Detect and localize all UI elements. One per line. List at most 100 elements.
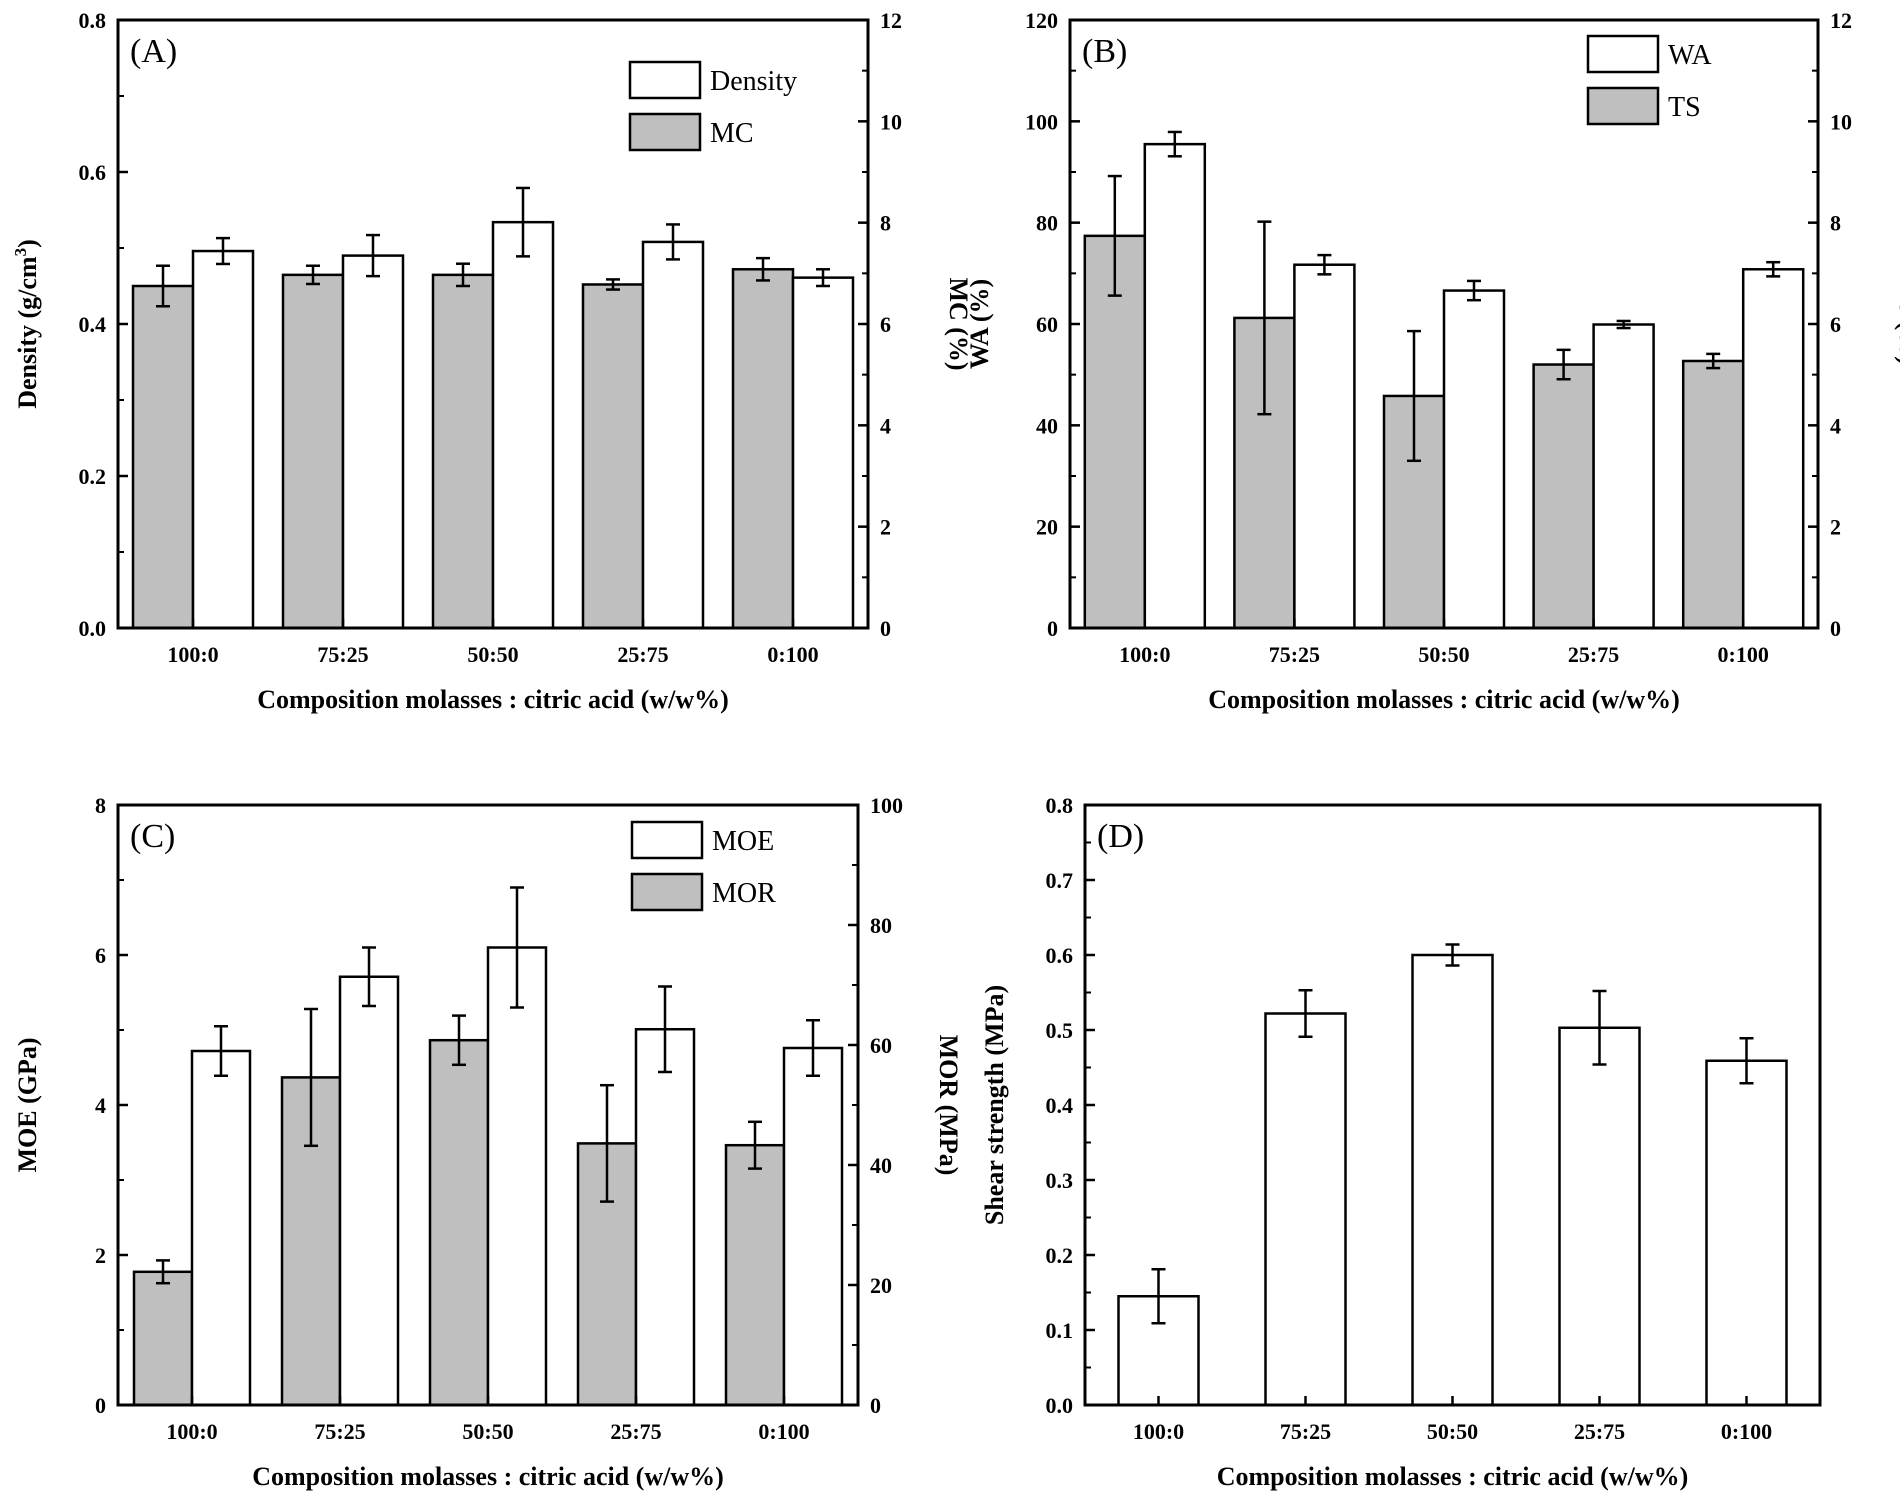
error-bar-mc-4 [606, 278, 620, 291]
left-tick-label: 6 [95, 943, 106, 968]
error-bar-wa-3 [1467, 279, 1481, 302]
left-axis-title-text: MOE (GPa) [13, 1037, 42, 1172]
x-tick-label: 50:50 [462, 1419, 513, 1444]
bar-mor-3 [428, 1038, 490, 1407]
legend-label-density: Density [710, 66, 797, 97]
right-tick-label: 6 [880, 312, 891, 337]
x-tick-label: 50:50 [467, 642, 518, 667]
error-bar-moe-1 [214, 1025, 228, 1077]
right-tick-label: 60 [870, 1033, 892, 1058]
bar-density-3 [491, 220, 555, 630]
left-tick-label: 0 [95, 1393, 106, 1418]
right-tick-label: 40 [870, 1153, 892, 1178]
left-tick-label: 8 [95, 793, 106, 818]
legend-label-mc: MC [710, 118, 754, 149]
bar-moe-5 [782, 1046, 844, 1407]
left-tick-label: 120 [1025, 8, 1058, 33]
right-tick-label: 2 [880, 515, 891, 540]
bar-moe-4 [634, 1028, 696, 1407]
right-tick-label: 6 [1830, 312, 1841, 337]
error-bar-moe-3 [510, 886, 524, 1009]
legend-swatch-density [628, 60, 702, 100]
bar-mor-5 [724, 1143, 786, 1407]
right-tick-label: 4 [1830, 413, 1841, 438]
panel-label: (A) [130, 33, 177, 70]
error-bar-ts-2 [1257, 220, 1272, 416]
bar-density-5 [791, 276, 855, 630]
right-tick-label: 4 [880, 413, 891, 438]
error-bar-ts-1 [1107, 174, 1122, 297]
error-bar-wa-1 [1167, 130, 1182, 158]
error-bar-mor-2 [304, 1007, 318, 1148]
error-bar-density-2 [366, 233, 380, 278]
right-tick-label: 10 [1830, 109, 1852, 134]
x-tick-label: 25:75 [610, 1419, 661, 1444]
error-bar-shear-strength-2 [1298, 989, 1313, 1038]
chart-panel-a: 0.0 0.2 0.4 0.6 0.8 0 2 4 6 8 10 12 100:0 75:25 50:50 2… [11, 8, 973, 714]
bar-wa-5 [1741, 268, 1805, 630]
left-tick-label: 0.4 [79, 312, 107, 337]
left-tick-label: 0.0 [1046, 1393, 1074, 1418]
bar-shear-strength-2 [1264, 1012, 1347, 1407]
legend-label-ts: TS [1668, 92, 1701, 123]
error-bar-mc-3 [456, 262, 470, 288]
right-tick-label: 0 [1830, 616, 1841, 641]
legend-swatch-ts [1586, 86, 1660, 126]
error-bar-shear-strength-3 [1445, 943, 1460, 967]
right-tick-label: 12 [1830, 8, 1852, 33]
right-axis-title: MOR (MPa) [934, 1035, 963, 1176]
error-bar-shear-strength-4 [1592, 989, 1607, 1066]
left-tick-label: 0.6 [79, 160, 107, 185]
left-axis-title: Density (g/cm3) [11, 239, 42, 409]
bar-moe-1 [190, 1049, 252, 1407]
chart-panel-d: 0.0 0.1 0.2 0.3 0.4 0.5 0.6 0.7 0.8 100:0 75:25 50:… [980, 793, 1822, 1491]
legend-label-wa: WA [1668, 40, 1712, 71]
left-tick-label: 0.3 [1046, 1168, 1074, 1193]
right-tick-label: 12 [880, 8, 902, 33]
panel-label: (B) [1082, 33, 1127, 70]
right-tick-label: 0 [870, 1393, 881, 1418]
x-tick-label: 100:0 [167, 642, 218, 667]
legend-swatch-mc [628, 112, 702, 152]
panel-label: (D) [1097, 818, 1144, 855]
left-tick-label: 2 [95, 1243, 106, 1268]
error-bar-ts-3 [1407, 329, 1421, 463]
x-axis-title: Composition molasses : citric acid (w/w%… [252, 1462, 724, 1491]
legend-label-moe: MOE [712, 826, 774, 857]
error-bar-moe-5 [806, 1019, 820, 1077]
left-axis-title-text: Shear strength (MPa) [980, 985, 1009, 1225]
error-bar-mc-5 [756, 256, 770, 282]
left-tick-label: 0.8 [79, 8, 107, 33]
left-tick-label: 0.6 [1046, 943, 1074, 968]
left-axis-title: Shear strength (MPa) [980, 985, 1009, 1225]
bar-wa-3 [1442, 289, 1506, 630]
x-tick-label: 25:75 [617, 642, 668, 667]
bar-mc-3 [431, 273, 495, 630]
left-tick-label: 0.5 [1046, 1018, 1074, 1043]
legend: WA TS [1586, 34, 1712, 126]
legend: MOE MOR [630, 820, 776, 912]
left-axis-title: MOE (GPa) [13, 1037, 42, 1172]
left-tick-label: 0.4 [1046, 1093, 1074, 1118]
x-tick-label: 75:25 [1269, 642, 1320, 667]
error-bar-ts-4 [1556, 348, 1571, 381]
bars-group [1083, 130, 1805, 630]
bar-mor-1 [132, 1270, 194, 1407]
left-axis-title: WA (%) [965, 279, 994, 369]
x-tick-label: 0:100 [767, 642, 818, 667]
left-tick-label: 0.8 [1046, 793, 1074, 818]
x-tick-label: 100:0 [1119, 642, 1170, 667]
x-tick-label: 75:25 [1280, 1419, 1331, 1444]
right-tick-label: 10 [880, 109, 902, 134]
right-tick-label: 8 [1830, 211, 1841, 236]
x-axis-title: Composition molasses : citric acid (w/w%… [1217, 1462, 1689, 1491]
left-tick-label: 4 [95, 1093, 106, 1118]
bar-shear-strength-5 [1705, 1059, 1788, 1407]
left-tick-label: 0.2 [79, 464, 107, 489]
bar-moe-3 [486, 946, 548, 1407]
error-bar-mc-1 [156, 264, 170, 308]
x-tick-label: 0:100 [758, 1419, 809, 1444]
error-bar-wa-5 [1766, 260, 1781, 278]
x-tick-label: 100:0 [1133, 1419, 1184, 1444]
